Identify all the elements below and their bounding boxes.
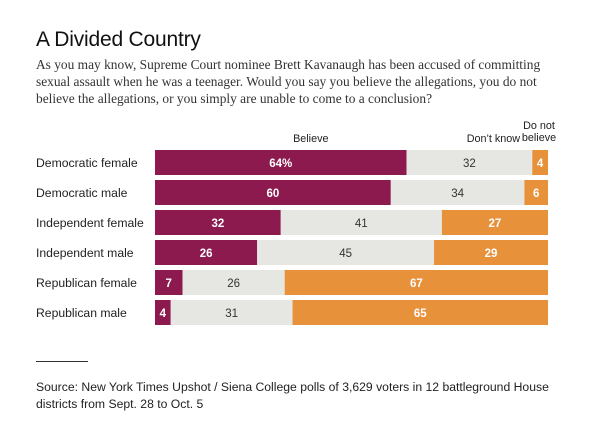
bar-segment bbox=[155, 300, 171, 325]
bar-segment bbox=[532, 150, 548, 175]
bar-segment bbox=[284, 270, 548, 295]
bar-segment bbox=[292, 300, 548, 325]
category-label: Republican male bbox=[36, 306, 127, 320]
bar-value-label: 7 bbox=[166, 278, 172, 290]
bar-value-label: 41 bbox=[355, 218, 368, 230]
bar-segment bbox=[434, 240, 548, 265]
bar-value-label: 60 bbox=[267, 188, 280, 200]
bar-segment bbox=[390, 180, 525, 205]
legend-believe: Believe bbox=[293, 133, 328, 145]
bar-segment bbox=[406, 150, 533, 175]
bar-segment bbox=[155, 270, 183, 295]
bar-value-label: 26 bbox=[200, 248, 213, 260]
category-label: Democratic female bbox=[36, 156, 138, 170]
bar-value-label: 27 bbox=[489, 218, 502, 230]
bar-segment bbox=[155, 240, 258, 265]
source-divider bbox=[36, 361, 88, 362]
bar-value-label: 6 bbox=[533, 188, 539, 200]
chart-subtitle: As you may know, Supreme Court nominee B… bbox=[36, 57, 541, 106]
bar-value-label: 65 bbox=[414, 308, 427, 320]
bar-segment bbox=[182, 270, 285, 295]
bar-segment bbox=[155, 210, 281, 235]
bar-value-label: 26 bbox=[227, 278, 240, 290]
bar-segment bbox=[524, 180, 548, 205]
legend-do-not-believe: Do not believe bbox=[522, 120, 556, 144]
bar-value-label: 34 bbox=[451, 188, 464, 200]
bar-value-label: 31 bbox=[225, 308, 238, 320]
bar-segment bbox=[257, 240, 435, 265]
category-label: Independent male bbox=[36, 246, 134, 260]
bar-value-label: 32 bbox=[463, 158, 476, 170]
bar-value-label: 64% bbox=[269, 158, 292, 170]
bar-segment bbox=[441, 210, 548, 235]
chart-title: A Divided Country bbox=[36, 28, 201, 51]
bar-value-label: 67 bbox=[410, 278, 423, 290]
source-note: Source: New York Times Upshot / Siena Co… bbox=[36, 380, 549, 411]
bar-segment bbox=[155, 150, 407, 175]
category-label: Independent female bbox=[36, 216, 144, 230]
bar-segment bbox=[170, 300, 293, 325]
bar-value-label: 45 bbox=[339, 248, 352, 260]
bar-value-label: 4 bbox=[537, 158, 544, 170]
bar-value-label: 29 bbox=[485, 248, 498, 260]
category-label: Republican female bbox=[36, 276, 137, 290]
bar-value-label: 32 bbox=[211, 218, 224, 230]
category-label: Democratic male bbox=[36, 186, 128, 200]
legend-dont-know: Don’t know bbox=[467, 133, 521, 145]
bar-value-label: 4 bbox=[160, 308, 167, 320]
bar-segment bbox=[280, 210, 442, 235]
bar-segment bbox=[155, 180, 391, 205]
